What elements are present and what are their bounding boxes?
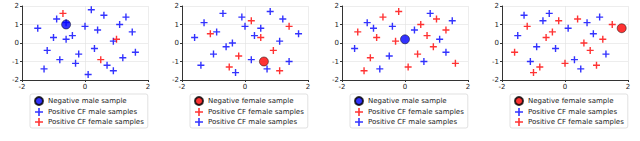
svg-text:Positive CF female samples: Positive CF female samples [208,108,304,116]
svg-text:Negative female sample: Negative female sample [528,97,613,105]
svg-text:-1: -1 [492,58,499,66]
svg-text:0: 0 [563,83,567,91]
svg-text:0: 0 [243,83,247,91]
svg-text:-1: -1 [172,58,179,66]
svg-text:Negative male sample: Negative male sample [48,97,127,105]
svg-text:2: 2 [15,2,19,10]
svg-text:-2: -2 [332,76,339,84]
svg-text:1: 1 [335,21,339,29]
svg-text:0: 0 [495,39,499,47]
svg-text:2: 2 [626,83,630,91]
svg-text:Positive CF male samples: Positive CF male samples [368,118,457,126]
svg-text:0: 0 [403,83,407,91]
svg-text:0: 0 [83,83,87,91]
svg-text:-2: -2 [19,83,26,91]
svg-text:0: 0 [335,39,339,47]
svg-text:Positive CF female samples: Positive CF female samples [368,108,464,116]
svg-text:-2: -2 [179,83,186,91]
svg-text:-2: -2 [172,76,179,84]
svg-text:0: 0 [15,39,19,47]
svg-text:2: 2 [146,83,150,91]
svg-text:2: 2 [306,83,310,91]
svg-text:Positive CF male samples: Positive CF male samples [528,108,617,116]
svg-text:2: 2 [175,2,179,10]
svg-text:2: 2 [466,83,470,91]
svg-text:Positive CF female samples: Positive CF female samples [48,118,144,126]
svg-text:-1: -1 [12,58,19,66]
svg-text:Negative male sample: Negative male sample [368,97,447,105]
svg-text:Positive CF male samples: Positive CF male samples [48,108,137,116]
svg-text:-2: -2 [339,83,346,91]
svg-text:-2: -2 [499,83,506,91]
svg-text:Positive CF male samples: Positive CF male samples [208,118,297,126]
svg-text:0: 0 [175,39,179,47]
svg-text:1: 1 [175,21,179,29]
svg-text:2: 2 [495,2,499,10]
svg-text:Negative female sample: Negative female sample [208,97,293,105]
svg-text:-2: -2 [492,76,499,84]
svg-text:-1: -1 [332,58,339,66]
svg-text:1: 1 [15,21,19,29]
svg-text:Positive CF female samples: Positive CF female samples [528,118,624,126]
svg-text:2: 2 [335,2,339,10]
svg-text:-2: -2 [12,76,19,84]
svg-text:1: 1 [495,21,499,29]
